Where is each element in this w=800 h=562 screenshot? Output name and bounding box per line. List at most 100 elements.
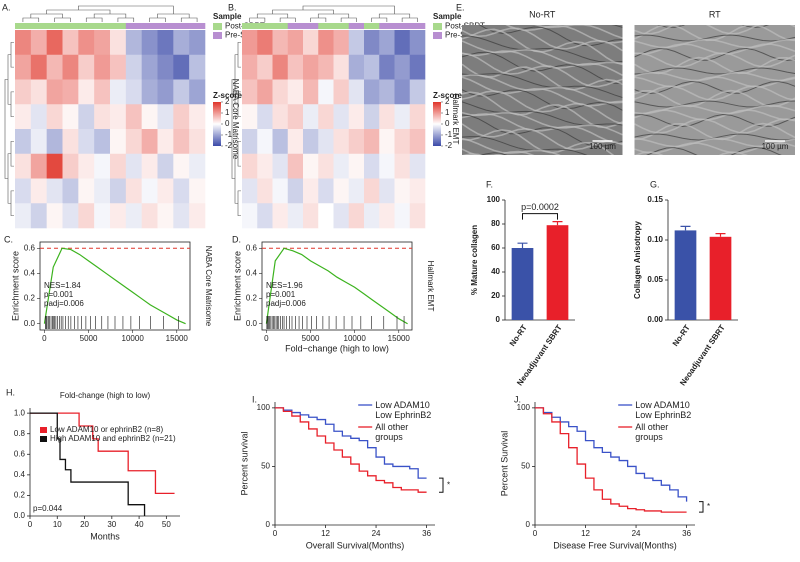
heatmap-cell — [189, 79, 206, 105]
x-tick-label: No-RT — [508, 323, 529, 348]
panel-label: C. — [4, 234, 13, 244]
heatmap-cell — [318, 30, 334, 56]
fiber — [634, 67, 795, 75]
heatmap-cell — [15, 104, 32, 130]
heatmap-cell — [189, 30, 206, 56]
dendrogram — [272, 9, 334, 14]
sample-annotation — [189, 23, 206, 29]
sample-annotation — [348, 23, 365, 29]
fiber — [462, 114, 623, 148]
heatmap-cell — [257, 153, 273, 179]
heatmap-cell — [110, 203, 127, 229]
x-tick-label: 15000 — [388, 334, 411, 343]
heatmap-cell — [15, 54, 32, 80]
side-label: NABA Core Matrisome — [231, 79, 240, 160]
heatmap-cell — [94, 153, 111, 179]
fiber — [634, 81, 795, 95]
heatmap-cell — [364, 153, 380, 179]
heatmap-cell — [46, 79, 63, 105]
legend-label: Low ADAM10 Low EphrinB2 — [375, 400, 432, 420]
heatmap-cell — [125, 30, 142, 56]
x-axis-label: Disease Free Survival(Months) — [553, 540, 677, 550]
colorbar-tick-label: 2 — [445, 97, 450, 106]
y-tick-label: 40 — [491, 267, 500, 276]
heatmap-cell — [30, 153, 47, 179]
p-value: p=0.044 — [33, 504, 63, 513]
heatmap-cell — [141, 79, 158, 105]
heatmap-cell — [333, 178, 350, 204]
dendrogram — [149, 17, 166, 22]
fiber — [462, 76, 623, 107]
stat-annotation: p=0.001 — [266, 290, 296, 299]
x-axis-label: Fold−change (high to low) — [285, 343, 389, 353]
heatmap-cell — [333, 30, 350, 56]
x-tick-label: 0 — [42, 334, 47, 343]
heatmap-cell — [15, 129, 32, 155]
error-bar — [715, 233, 726, 237]
dendrogram — [371, 17, 388, 22]
stat-annotation: NES=1.96 — [266, 281, 303, 290]
survival-curve — [275, 407, 427, 479]
error-bar — [680, 225, 691, 231]
heatmap-cell — [318, 79, 334, 105]
heatmap-cell — [409, 203, 426, 229]
heatmap-cell — [364, 79, 380, 105]
heatmap-cell — [379, 30, 395, 56]
heatmap-cell — [157, 129, 174, 155]
heatmap-cell — [189, 203, 206, 229]
y-tick-label: 80 — [491, 219, 500, 228]
sample-annotation — [364, 23, 380, 29]
y-tick-label: 0.15 — [647, 195, 663, 204]
y-tick-label: 0.4 — [246, 269, 258, 278]
heatmap-cell — [272, 153, 289, 179]
heatmap-cell — [303, 104, 319, 130]
heatmap-cell — [303, 129, 319, 155]
heatmap-cell — [364, 30, 380, 56]
y-tick-label: 0.6 — [14, 449, 26, 458]
heatmap-cell — [242, 104, 258, 130]
x-tick-label: 50 — [162, 520, 171, 529]
heatmap-cell — [333, 203, 350, 229]
fiber — [462, 52, 623, 88]
dendrogram — [180, 17, 198, 22]
dendrogram — [378, 13, 411, 18]
x-tick-label: 12 — [581, 529, 590, 538]
sample-annotation — [15, 23, 32, 29]
dendrogram — [30, 13, 63, 18]
dendrogram — [231, 79, 235, 179]
fiber — [635, 167, 796, 173]
heatmap-cell — [379, 79, 395, 105]
fiber — [462, 137, 561, 155]
x-axis-label: Months — [90, 531, 120, 541]
fiber — [462, 35, 623, 63]
heatmap-cell — [409, 178, 426, 204]
dendrogram — [85, 17, 103, 22]
heatmap-cell — [272, 203, 289, 229]
heatmap-cell — [409, 104, 426, 130]
fiber — [634, 43, 795, 55]
heatmap-cell — [94, 129, 111, 155]
heatmap-cell — [125, 54, 142, 80]
heatmap-cell — [348, 79, 365, 105]
image-title: RT — [709, 9, 721, 19]
heatmap-cell — [409, 129, 426, 155]
fiber — [634, 52, 795, 68]
heatmap-cell — [394, 178, 411, 204]
y-tick-label: 0 — [526, 520, 531, 529]
heatmap-cell — [62, 129, 79, 155]
legend-title: Sample — [213, 12, 242, 21]
heatmap-cell — [287, 129, 304, 155]
heatmap-cell — [110, 104, 127, 130]
heatmap-cell — [318, 104, 334, 130]
fiber — [462, 89, 623, 111]
legend-swatch — [40, 436, 47, 442]
x-tick-label: 30 — [107, 520, 116, 529]
legend-swatch — [213, 32, 222, 39]
survival-curve — [535, 407, 687, 513]
panel-label: D. — [232, 234, 241, 244]
dendrogram — [7, 153, 11, 204]
colorbar-tick-label: -2 — [445, 141, 453, 150]
heatmap-cell — [394, 129, 411, 155]
heatmap-cell — [394, 203, 411, 229]
heatmap-cell — [409, 153, 426, 179]
